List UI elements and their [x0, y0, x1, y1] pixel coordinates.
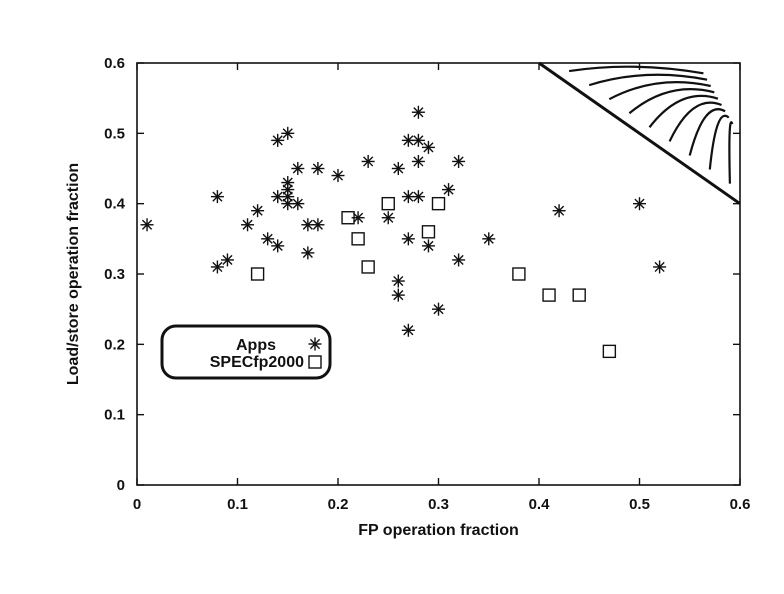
- apps-point: [452, 253, 466, 267]
- y-tick-label: 0.2: [104, 336, 125, 353]
- apps-point: [401, 323, 415, 337]
- legend-label-specfp2000: SPECfp2000: [210, 354, 304, 371]
- apps-point: [210, 260, 224, 274]
- y-axis-label: Load/store operation fraction: [65, 163, 82, 385]
- apps-point: [271, 133, 285, 147]
- apps-point: [552, 204, 566, 218]
- apps-point: [220, 253, 234, 267]
- apps-point: [210, 190, 224, 204]
- x-tick-label: 0.3: [428, 496, 449, 513]
- apps-point: [241, 218, 255, 232]
- hatch-stroke: [728, 121, 734, 184]
- apps-point: [301, 246, 315, 260]
- legend: Apps SPECfp2000: [160, 324, 332, 380]
- hatch-stroke: [668, 101, 722, 142]
- apps-point: [361, 154, 375, 168]
- apps-point: [281, 126, 295, 140]
- specfp2000-point: [351, 232, 365, 246]
- apps-point: [442, 183, 456, 197]
- apps-point: [381, 211, 395, 225]
- shaded-region-boundary: [538, 61, 741, 205]
- x-tick-label: 0.6: [730, 496, 751, 513]
- data-points: [140, 105, 667, 359]
- x-tick-label: 0.5: [629, 496, 650, 513]
- specfp2000-point: [512, 267, 526, 281]
- specfp2000-point: [431, 196, 446, 211]
- hatch-stroke: [608, 81, 711, 101]
- apps-point: [311, 218, 325, 232]
- specfp2000-point: [572, 288, 586, 302]
- legend-marker-specfp2000: [308, 355, 322, 369]
- hatch-stroke: [628, 88, 715, 115]
- apps-point: [251, 204, 265, 218]
- specfp2000-point: [361, 260, 375, 274]
- y-tick-label: 0: [117, 477, 125, 494]
- specfp2000-point: [542, 288, 556, 302]
- apps-point: [482, 232, 496, 246]
- x-axis-label: FP operation fraction: [358, 522, 519, 539]
- apps-point: [633, 197, 646, 211]
- apps-point: [301, 218, 315, 232]
- apps-point: [452, 154, 466, 168]
- apps-point: [391, 274, 405, 288]
- apps-point: [401, 190, 415, 204]
- y-tick-label: 0.1: [104, 407, 125, 424]
- x-tick-label: 0.1: [227, 496, 248, 513]
- apps-point: [653, 260, 667, 274]
- apps-point: [281, 197, 295, 211]
- hatch-stroke: [648, 94, 719, 129]
- apps-point: [421, 239, 435, 253]
- shaded-region: [538, 61, 741, 205]
- apps-point: [391, 162, 405, 175]
- apps-point: [331, 169, 345, 183]
- apps-point: [411, 154, 425, 168]
- y-tick-label: 0.5: [104, 125, 125, 142]
- apps-point: [140, 218, 154, 232]
- apps-point: [261, 232, 275, 246]
- x-tick-label: 0.2: [328, 496, 349, 513]
- apps-point: [411, 105, 425, 119]
- legend-box: [160, 324, 332, 380]
- apps-point: [351, 211, 365, 225]
- legend-asterisk: [308, 337, 322, 351]
- specfp2000-point: [341, 211, 355, 225]
- hatch-stroke: [708, 114, 730, 170]
- y-tick-label: 0.6: [104, 55, 125, 72]
- specfp2000-point: [381, 196, 395, 211]
- apps-point: [271, 239, 285, 253]
- x-tick-label: 0: [133, 496, 141, 513]
- hatch-stroke: [568, 65, 704, 75]
- apps-point: [291, 162, 305, 175]
- x-tick-label: 0.4: [529, 496, 551, 513]
- specfp2000-point: [421, 225, 436, 239]
- apps-point: [291, 197, 305, 211]
- legend-marker-apps: [308, 337, 322, 351]
- legend-label-apps: Apps: [236, 337, 276, 354]
- apps-point: [411, 133, 425, 147]
- apps-point: [311, 162, 325, 175]
- hatch-stroke: [588, 73, 708, 87]
- specfp2000-point: [602, 344, 617, 359]
- y-tick-label: 0.3: [104, 266, 125, 283]
- hatch-stroke: [688, 108, 726, 156]
- apps-point: [401, 232, 415, 246]
- axis-ticks: 0 0.1 0.2 0.3 0.4 0.5 0.6 0 0.1 0.2 0.3 0.4 0.5 0.6: [104, 55, 750, 513]
- apps-point: [432, 302, 445, 316]
- apps-point: [391, 288, 405, 302]
- apps-point: [411, 190, 425, 204]
- y-tick-label: 0.4: [104, 196, 126, 213]
- specfp2000-point: [250, 267, 265, 281]
- apps-point: [421, 140, 435, 154]
